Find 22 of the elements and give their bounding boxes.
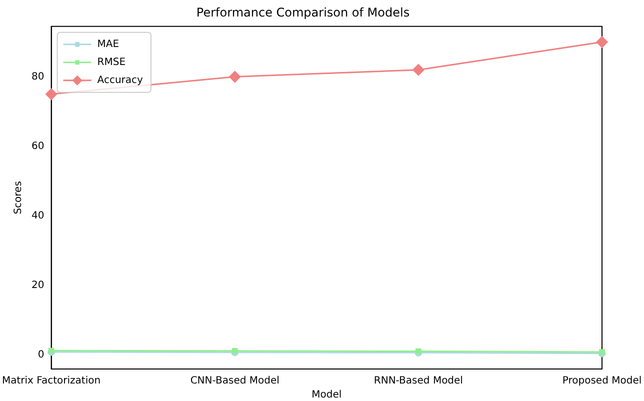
x-tick-label: CNN-Based Model [190,376,280,387]
point [599,349,605,355]
x-axis-title: Model [312,390,342,401]
point [596,36,608,48]
y-axis-title: Scores [13,181,24,214]
point [229,71,241,83]
chart-title: Performance Comparison of Models [196,5,410,20]
legend-label: RMSE [97,56,126,68]
point [46,88,58,100]
y-tick-label: 80 [32,71,44,82]
x-tick-label: Matrix Factorization [2,376,101,387]
point [412,64,424,76]
y-tick-label: 20 [32,280,44,291]
y-tick-label: 60 [32,140,44,152]
y-tick-label: 40 [32,210,44,222]
x-tick-label: Proposed Model [562,376,642,387]
legend-label: Accuracy [97,74,144,86]
point [48,348,54,354]
y-tick-label: 0 [38,349,44,360]
legend-label: MAE [97,38,120,50]
x-tick-label: RNN-Based Model [374,376,463,387]
point [232,348,238,354]
